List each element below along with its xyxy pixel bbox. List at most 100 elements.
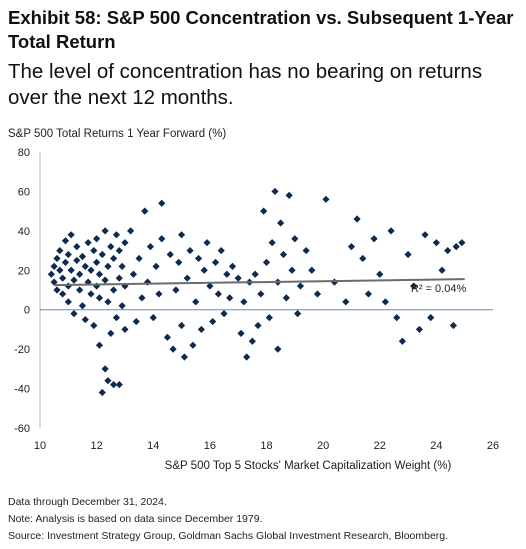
scatter-point xyxy=(302,246,310,255)
scatter-point xyxy=(294,310,302,318)
scatter-point xyxy=(381,298,390,306)
scatter-point xyxy=(163,333,172,341)
scatter-point xyxy=(438,266,446,274)
scatter-point xyxy=(194,254,203,263)
scatter-point xyxy=(59,274,67,282)
scatter-point xyxy=(64,250,72,259)
scatter-point xyxy=(228,262,237,270)
scatter-point xyxy=(285,191,293,199)
y-tick-label: 60 xyxy=(18,186,30,198)
y-axis-label: S&P 500 Total Returns 1 Year Forward (%) xyxy=(8,128,227,140)
scatter-point xyxy=(254,321,262,330)
scatter-point xyxy=(155,290,163,298)
scatter-point xyxy=(387,227,395,235)
scatter-point xyxy=(200,266,208,274)
scatter-point xyxy=(189,341,197,349)
scatter-point xyxy=(248,337,256,345)
scatter-point xyxy=(313,290,322,298)
scatter-point xyxy=(169,345,177,353)
scatter-point xyxy=(206,282,214,290)
scatter-point xyxy=(404,250,412,259)
scatter-point xyxy=(59,290,67,298)
scatter-point xyxy=(70,310,78,318)
x-tick-label: 16 xyxy=(204,440,216,452)
scatter-point xyxy=(376,270,384,278)
scatter-point xyxy=(364,290,373,298)
y-axis-ticks: -60 -40 -20 0 20 40 60 80 xyxy=(14,147,30,435)
scatter-point xyxy=(104,298,112,306)
scatter-point xyxy=(87,290,95,298)
r-squared-annotation: R² = 0.04% xyxy=(411,283,467,295)
scatter-point xyxy=(53,254,61,263)
scatter-point xyxy=(118,302,126,310)
scatter-point xyxy=(73,243,81,251)
scatter-point xyxy=(56,266,64,274)
scatter-point xyxy=(449,321,457,330)
scatter-point xyxy=(78,252,87,261)
scatter-point xyxy=(186,246,194,255)
scatter-point xyxy=(67,231,75,239)
scatter-point xyxy=(322,195,330,203)
x-tick-label: 10 xyxy=(34,440,46,452)
scatter-point xyxy=(308,266,316,274)
scatter-point xyxy=(296,282,305,290)
scatter-point xyxy=(432,239,440,247)
scatter-point xyxy=(110,286,118,294)
scatter-point xyxy=(81,315,89,324)
y-tick-label: -60 xyxy=(14,423,30,435)
scatter-point xyxy=(118,262,126,270)
scatter-point xyxy=(121,239,129,247)
scatter-point xyxy=(158,199,166,207)
scatter-point xyxy=(177,321,186,330)
scatter-point xyxy=(121,325,129,334)
scatter-point xyxy=(70,276,78,284)
scatter-point xyxy=(234,274,242,282)
scatter-point xyxy=(271,187,279,196)
data-points xyxy=(47,187,466,397)
x-tick-label: 18 xyxy=(260,440,272,452)
y-tick-label: 40 xyxy=(18,226,30,238)
scatter-point xyxy=(87,266,95,274)
scatter-point xyxy=(197,325,205,334)
scatter-point xyxy=(127,227,135,235)
scatter-point xyxy=(112,231,121,239)
x-tick-label: 14 xyxy=(147,440,159,452)
scatter-point xyxy=(342,298,350,306)
scatter-point xyxy=(73,256,81,265)
scatter-point xyxy=(93,235,101,243)
scatter-point xyxy=(76,270,84,278)
scatter-point xyxy=(101,276,109,284)
scatter-point xyxy=(98,250,106,259)
scatter-point xyxy=(393,314,401,322)
x-axis-label: S&P 500 Top 5 Stocks' Market Capitalizat… xyxy=(164,460,452,472)
scatter-point xyxy=(291,235,299,243)
trend-line xyxy=(54,278,465,287)
scatter-point xyxy=(47,270,55,278)
scatter-point xyxy=(107,329,115,337)
scatter-point xyxy=(353,215,361,223)
scatter-point xyxy=(277,219,285,227)
scatter-point xyxy=(84,239,92,247)
scatter-point xyxy=(101,365,109,373)
x-tick-label: 12 xyxy=(91,440,103,452)
y-tick-label: 20 xyxy=(18,265,30,277)
scatter-point xyxy=(95,341,104,349)
scatter-point xyxy=(112,314,121,322)
scatter-point xyxy=(56,246,64,255)
scatter-point xyxy=(421,231,429,239)
scatter-point xyxy=(209,317,217,326)
footnote-data-through: Data through December 31, 2024. xyxy=(8,496,167,508)
scatter-point xyxy=(61,237,70,245)
scatter-point xyxy=(427,314,435,322)
footnote-source: Source: Investment Strategy Group, Goldm… xyxy=(8,530,449,542)
scatter-point xyxy=(458,239,466,247)
scatter-point xyxy=(330,278,339,286)
scatter-point xyxy=(183,274,191,282)
scatter-point xyxy=(141,207,149,215)
scatter-point xyxy=(237,329,245,337)
scatter-point xyxy=(282,294,290,302)
scatter-point xyxy=(146,243,155,251)
scatter-point xyxy=(214,290,222,298)
scatter-point xyxy=(64,282,72,290)
scatter-point xyxy=(152,262,160,270)
